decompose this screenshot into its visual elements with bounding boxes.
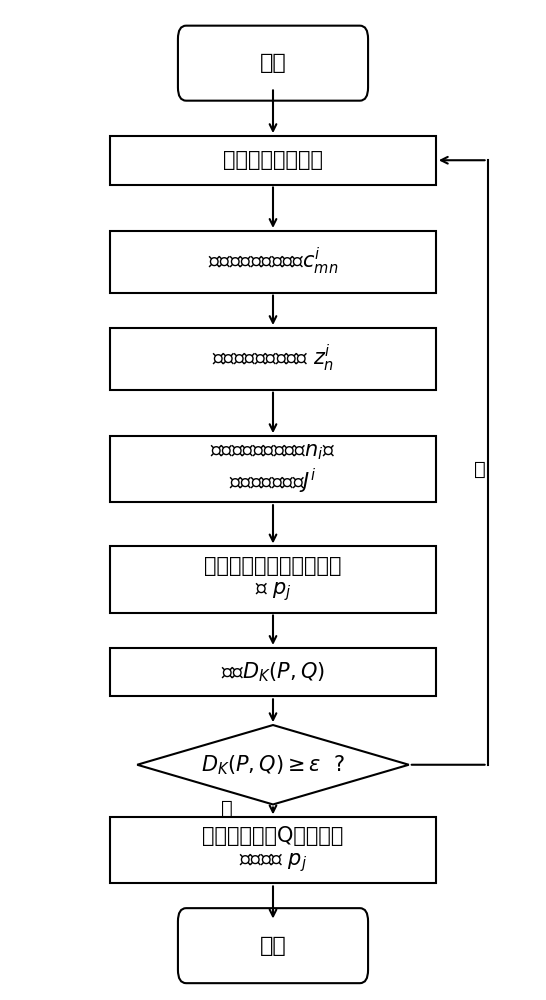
Text: 结束: 结束 [260,936,286,956]
FancyBboxPatch shape [110,817,436,883]
FancyBboxPatch shape [178,908,368,983]
FancyBboxPatch shape [110,328,436,390]
FancyBboxPatch shape [178,26,368,101]
Text: 定义初始场景集合: 定义初始场景集合 [223,150,323,170]
Text: 否: 否 [473,460,485,479]
Text: 输出场景集合Q以及各个
场景概率 $p_{j}$: 输出场景集合Q以及各个 场景概率 $p_{j}$ [203,826,343,874]
Text: 计算场景之间的距离$c^{i}_{mn}$: 计算场景之间的距离$c^{i}_{mn}$ [208,246,338,277]
FancyBboxPatch shape [110,231,436,293]
Polygon shape [137,725,409,804]
Text: 开始: 开始 [260,53,286,73]
FancyBboxPatch shape [110,436,436,502]
Text: 计算$D_{K}(P,Q)$: 计算$D_{K}(P,Q)$ [221,660,325,684]
Text: 是: 是 [221,799,233,818]
Text: 重新计算保留的场景的概
率 $p_{j}$: 重新计算保留的场景的概 率 $p_{j}$ [204,556,342,603]
FancyBboxPatch shape [110,648,436,696]
FancyBboxPatch shape [110,546,436,613]
Text: 计算场景的概率距离 $z^{i}_{n}$: 计算场景的概率距离 $z^{i}_{n}$ [212,343,334,374]
FancyBboxPatch shape [110,136,436,185]
Text: $D_{K}(P,Q)\geq\varepsilon$  ?: $D_{K}(P,Q)\geq\varepsilon$ ? [201,753,345,777]
Text: 确定保留的场景编号$n_{i}$和
消减的场景编号$J^{i}$: 确定保留的场景编号$n_{i}$和 消减的场景编号$J^{i}$ [210,442,336,496]
